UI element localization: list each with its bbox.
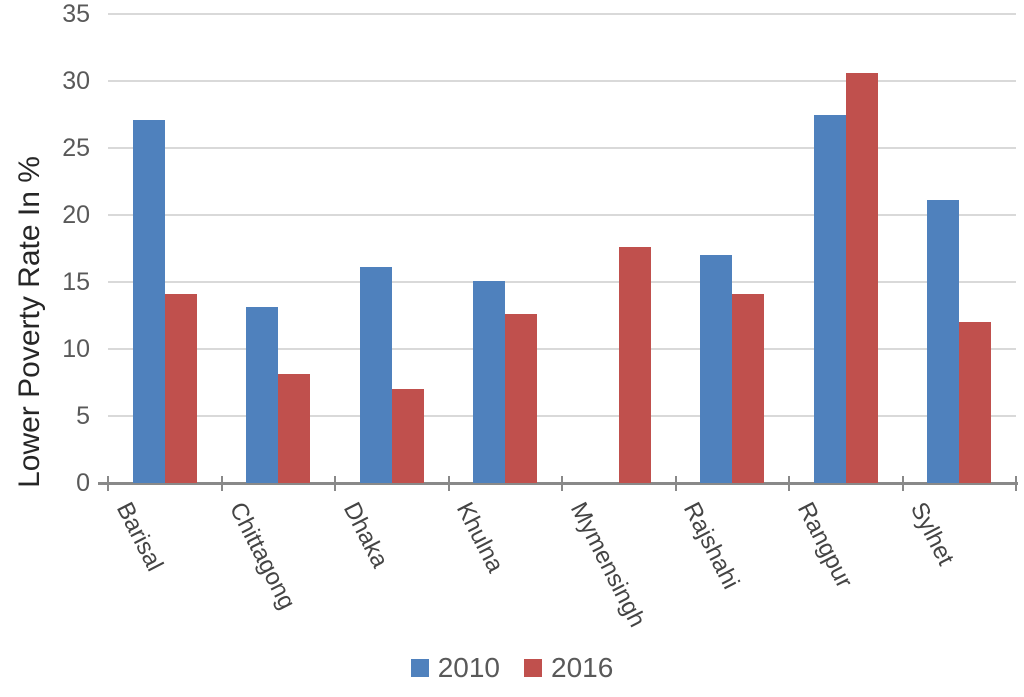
legend-swatch-2010 — [410, 659, 429, 677]
bar-2010-rangpur — [813, 114, 846, 483]
category-label-rangpur: Rangpur — [791, 498, 858, 593]
gridline-35 — [108, 13, 1016, 15]
gridline-15 — [108, 281, 1016, 283]
y-tick-label-0: 0 — [76, 469, 90, 497]
legend: 2010 2016 — [0, 653, 1024, 683]
bar-2016-chittagong — [278, 374, 311, 483]
y-tick-label-35: 35 — [62, 0, 90, 28]
x-axis-line — [98, 482, 1018, 485]
gridline-25 — [108, 147, 1016, 149]
category-label-khulna: Khulna — [451, 498, 510, 577]
x-axis-tick — [788, 476, 790, 491]
x-axis-tick — [901, 476, 904, 491]
bar-2016-mymensingh — [618, 247, 651, 483]
x-axis-tick — [220, 476, 223, 491]
gridline-30 — [108, 80, 1016, 82]
category-label-rajshahi: Rajshahi — [678, 498, 745, 594]
bar-2010-khulna — [473, 280, 506, 483]
y-tick-label-5: 5 — [76, 402, 90, 430]
bar-2016-barisal — [164, 294, 197, 483]
y-tick-label-10: 10 — [62, 335, 90, 363]
legend-label-2016: 2016 — [551, 652, 614, 683]
category-label-dhaka: Dhaka — [337, 498, 394, 573]
x-axis-tick — [561, 476, 563, 491]
bar-2010-sylhet — [927, 200, 960, 483]
legend-label-2010: 2010 — [437, 652, 500, 683]
y-tick-label-30: 30 — [62, 67, 90, 95]
category-label-chittagong: Chittagong — [224, 498, 301, 614]
bar-2016-rangpur — [845, 72, 878, 483]
category-label-barisal: Barisal — [110, 498, 169, 576]
category-label-mymensingh: Mymensingh — [564, 498, 651, 632]
y-tick-label-25: 25 — [62, 134, 90, 162]
y-tick-label-15: 15 — [62, 268, 90, 296]
bar-2010-barisal — [132, 119, 165, 483]
bar-2016-sylhet — [959, 322, 992, 483]
gridline-10 — [108, 348, 1016, 350]
bar-2016-khulna — [505, 314, 538, 483]
x-axis-tick — [334, 476, 336, 491]
x-axis-tick — [447, 476, 450, 491]
category-label-sylhet: Sylhet — [905, 498, 960, 570]
y-tick-label-20: 20 — [62, 201, 90, 229]
legend-item-2016: 2016 — [524, 653, 613, 683]
x-axis-tick — [107, 476, 109, 491]
gridline-5 — [108, 415, 1016, 417]
legend-swatch-2016 — [524, 659, 542, 677]
bar-2010-dhaka — [359, 267, 392, 483]
bar-2016-dhaka — [391, 389, 424, 483]
bar-2016-rajshahi — [732, 294, 765, 483]
gridline-20 — [108, 214, 1016, 216]
x-axis-tick — [674, 476, 677, 491]
bar-2010-rajshahi — [700, 255, 733, 483]
x-axis-tick — [1015, 476, 1017, 491]
bar-2010-chittagong — [246, 307, 279, 483]
legend-item-2010: 2010 — [410, 652, 500, 683]
